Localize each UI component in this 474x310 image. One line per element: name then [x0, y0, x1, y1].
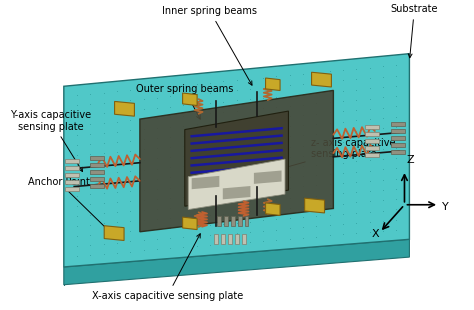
- Polygon shape: [104, 226, 124, 241]
- Bar: [217, 216, 221, 226]
- Bar: [228, 234, 232, 244]
- Bar: [365, 132, 379, 136]
- Bar: [91, 177, 104, 181]
- Polygon shape: [254, 170, 282, 184]
- Polygon shape: [254, 184, 282, 197]
- Bar: [65, 166, 79, 170]
- Bar: [365, 153, 379, 157]
- Bar: [237, 216, 242, 226]
- Bar: [224, 216, 228, 226]
- Text: Y: Y: [442, 202, 449, 212]
- Polygon shape: [188, 159, 285, 210]
- Text: X: X: [372, 229, 380, 239]
- Polygon shape: [191, 189, 219, 202]
- Polygon shape: [191, 176, 219, 189]
- Bar: [245, 216, 248, 226]
- Bar: [391, 122, 405, 126]
- Text: Inner spring beams: Inner spring beams: [163, 6, 257, 85]
- Bar: [391, 143, 405, 147]
- Text: X-axis capacitive sensing plate: X-axis capacitive sensing plate: [92, 234, 243, 301]
- Polygon shape: [64, 54, 410, 267]
- Bar: [231, 216, 235, 226]
- Bar: [214, 234, 218, 244]
- Bar: [65, 187, 79, 191]
- Bar: [391, 129, 405, 133]
- Polygon shape: [265, 78, 280, 91]
- Bar: [91, 156, 104, 160]
- Bar: [365, 125, 379, 129]
- Polygon shape: [265, 203, 280, 215]
- Text: Z: Z: [406, 155, 414, 165]
- Polygon shape: [64, 239, 410, 285]
- Polygon shape: [223, 173, 250, 187]
- Bar: [91, 184, 104, 188]
- Bar: [221, 234, 225, 244]
- Bar: [391, 150, 405, 154]
- Bar: [65, 180, 79, 184]
- Bar: [391, 136, 405, 140]
- Text: Outer spring beams: Outer spring beams: [136, 84, 233, 119]
- Bar: [235, 234, 238, 244]
- Bar: [65, 159, 79, 163]
- Text: Substrate: Substrate: [391, 4, 438, 58]
- Text: Anchor Point: Anchor Point: [28, 177, 109, 231]
- Polygon shape: [223, 186, 250, 199]
- Bar: [65, 173, 79, 177]
- Text: Y-axis capacitive
sensing plate: Y-axis capacitive sensing plate: [10, 110, 91, 171]
- Polygon shape: [185, 111, 289, 206]
- Polygon shape: [115, 101, 135, 116]
- Bar: [365, 146, 379, 150]
- Polygon shape: [140, 91, 333, 232]
- Polygon shape: [182, 93, 197, 105]
- Polygon shape: [182, 217, 197, 230]
- Polygon shape: [305, 198, 325, 213]
- Polygon shape: [311, 72, 331, 87]
- Bar: [91, 163, 104, 167]
- Text: z- axis capacitive
sensing plate: z- axis capacitive sensing plate: [247, 138, 395, 179]
- Bar: [365, 139, 379, 143]
- Bar: [91, 170, 104, 174]
- Bar: [242, 234, 246, 244]
